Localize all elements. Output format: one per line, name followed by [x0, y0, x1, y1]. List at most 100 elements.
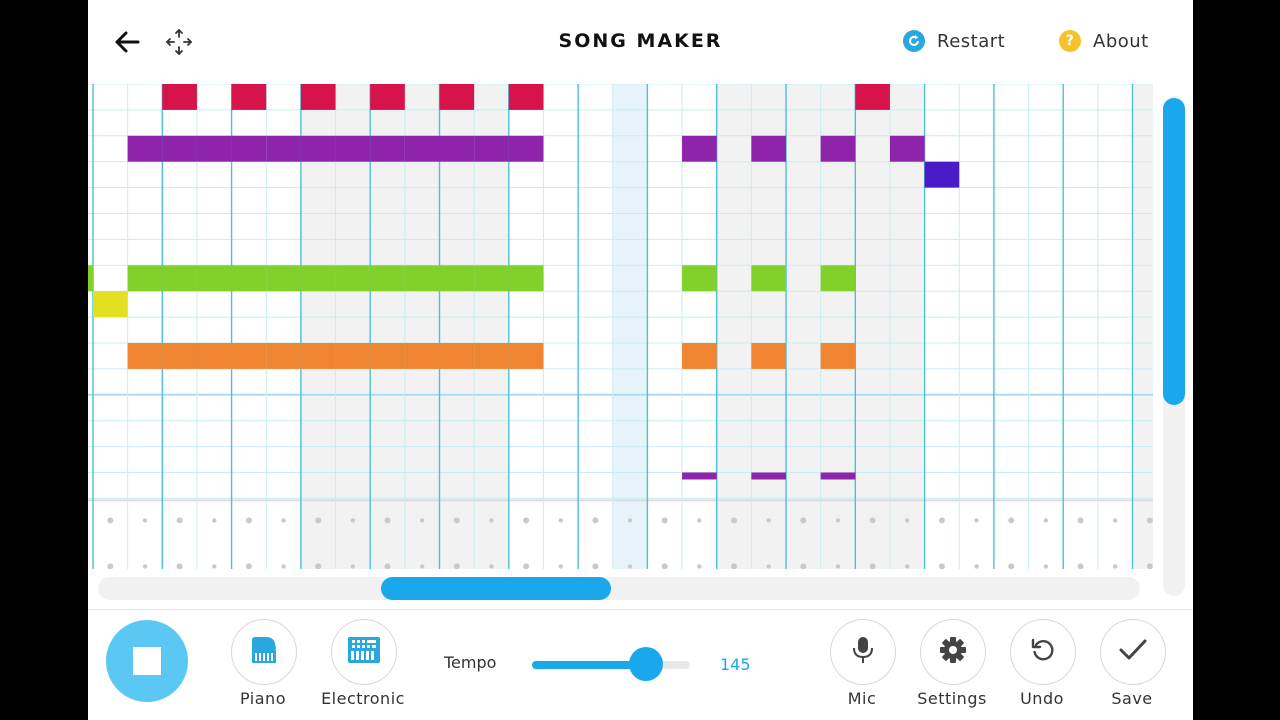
back-arrow-icon[interactable]	[111, 26, 143, 58]
note-cell	[889, 135, 925, 162]
rhythm-dot	[281, 518, 286, 523]
note-cell	[231, 265, 267, 292]
settings-label: Settings	[917, 689, 987, 708]
note-cell	[300, 84, 336, 110]
undo-label: Undo	[1020, 689, 1064, 708]
note-cell	[266, 135, 301, 162]
column-shade	[716, 84, 752, 569]
note-cell	[196, 135, 232, 162]
rhythm-dot	[766, 518, 771, 523]
rhythm-dot	[419, 518, 425, 523]
rhythm-dot	[350, 518, 356, 523]
rhythm-dot	[281, 564, 286, 569]
column-shade	[474, 84, 509, 569]
note-cell	[370, 84, 405, 110]
rhythm-dot	[212, 518, 217, 523]
song-maker-app: SONG MAKER Restart ? About	[88, 0, 1193, 720]
rhythm-dot	[350, 564, 356, 569]
column-shade	[855, 84, 890, 569]
check-icon	[1118, 638, 1148, 667]
rhythm-dot	[800, 563, 807, 570]
mic-icon	[851, 635, 875, 670]
note-cell	[682, 135, 717, 162]
rhythm-dot	[974, 518, 979, 523]
instrument-electronic-button[interactable]	[331, 619, 397, 685]
column-shade	[335, 84, 371, 569]
electronic-keyboard-icon	[347, 635, 381, 670]
tempo-slider-track[interactable]	[532, 661, 690, 669]
rhythm-dot	[453, 517, 460, 524]
note-cell	[820, 265, 856, 292]
note-cell	[127, 343, 163, 369]
note-cell	[335, 135, 371, 162]
column-shade	[612, 84, 648, 569]
restart-button[interactable]: Restart	[903, 30, 1005, 52]
note-cell	[820, 135, 856, 162]
note-cell	[300, 343, 336, 369]
rhythm-dot	[731, 517, 738, 524]
note-cell	[300, 265, 336, 292]
column-shade	[1132, 84, 1168, 569]
save-button[interactable]	[1100, 619, 1166, 685]
tempo-label: Tempo	[444, 653, 497, 672]
note-cell	[508, 265, 544, 292]
save-label: Save	[1111, 689, 1153, 708]
note-grid-canvas[interactable]	[88, 83, 1168, 570]
rhythm-dot	[1112, 564, 1118, 569]
rhythm-dot	[627, 564, 633, 569]
rhythm-dot	[1043, 518, 1049, 523]
note-cell	[820, 472, 856, 480]
rhythm-dot	[1008, 517, 1015, 524]
undo-button[interactable]	[1010, 619, 1076, 685]
rhythm-dot	[627, 518, 633, 523]
note-cell	[127, 265, 163, 292]
note-cell	[162, 265, 197, 292]
rhythm-dot	[731, 563, 738, 570]
column-shade	[370, 84, 405, 569]
rhythm-dot	[489, 518, 494, 523]
mic-button[interactable]	[830, 619, 896, 685]
note-cell	[404, 135, 440, 162]
rhythm-dot	[1146, 517, 1153, 524]
rhythm-dot	[938, 517, 945, 524]
settings-button[interactable]	[920, 619, 986, 685]
note-cell	[127, 135, 163, 162]
note-grid[interactable]	[88, 83, 1168, 570]
note-cell	[88, 265, 93, 292]
column-shade	[300, 84, 336, 569]
note-cell	[404, 343, 440, 369]
rhythm-dot	[419, 564, 425, 569]
rhythm-dot	[453, 563, 460, 570]
horizontal-scrollbar-track[interactable]	[98, 577, 1140, 600]
rhythm-dot	[315, 563, 322, 570]
rhythm-dot	[245, 517, 252, 524]
bottom-toolbar: Piano Electronic Tempo 145	[88, 610, 1193, 720]
vertical-scrollbar-thumb[interactable]	[1163, 98, 1185, 405]
note-cell	[335, 343, 371, 369]
about-button[interactable]: ? About	[1059, 30, 1149, 52]
note-cell	[855, 84, 890, 110]
instrument-electronic-label: Electronic	[321, 689, 405, 708]
note-cell	[266, 343, 301, 369]
rhythm-dot	[766, 564, 771, 569]
tempo-slider-knob[interactable]	[628, 647, 663, 681]
column-shade	[751, 84, 786, 569]
rhythm-dot	[1008, 563, 1015, 570]
note-cell	[404, 265, 440, 292]
note-cell	[508, 84, 544, 110]
instrument-piano-button[interactable]	[231, 619, 297, 685]
note-cell	[820, 343, 856, 369]
note-cell	[508, 135, 544, 162]
question-icon: ?	[1059, 30, 1081, 52]
stop-icon	[133, 647, 161, 675]
horizontal-scrollbar-thumb[interactable]	[381, 577, 611, 600]
note-cell	[751, 343, 786, 369]
tempo-slider-fill	[532, 661, 646, 669]
rhythm-dot	[176, 517, 183, 524]
stop-button[interactable]	[106, 620, 188, 702]
rhythm-dot	[1077, 517, 1084, 524]
rhythm-dot	[974, 564, 979, 569]
rhythm-dot	[384, 517, 391, 524]
move-icon[interactable]	[163, 26, 195, 58]
note-cell	[924, 161, 960, 188]
